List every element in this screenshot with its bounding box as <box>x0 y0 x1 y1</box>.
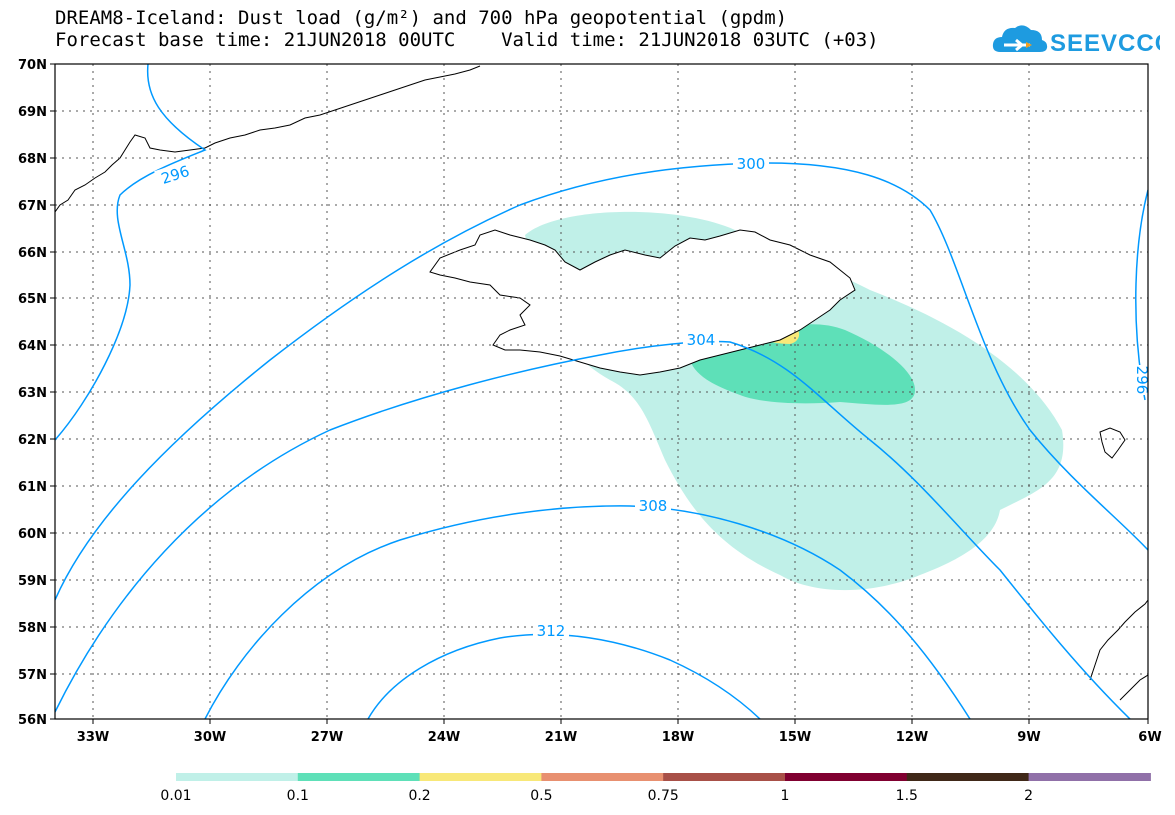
colorbar-label: 1 <box>781 788 790 804</box>
faroe-islands <box>1099 427 1126 459</box>
colorbar: 0.01 0.1 0.2 0.5 0.75 1 1.5 2 <box>160 773 1151 804</box>
colorbar-label: 0.1 <box>287 788 309 804</box>
colorbar-swatch <box>785 773 908 781</box>
lon-label: 12W <box>896 730 928 745</box>
axis-ticks <box>50 63 1149 724</box>
colorbar-label: 0.01 <box>160 788 191 804</box>
colorbar-swatch <box>176 773 299 781</box>
colorbar-swatch <box>419 773 542 781</box>
lat-label: 68N <box>18 152 47 167</box>
contour-308 <box>204 505 971 719</box>
contour-300 <box>55 162 1148 601</box>
graticule <box>55 64 1148 719</box>
colorbar-label: 1.5 <box>896 788 918 804</box>
colorbar-swatch <box>541 773 664 781</box>
map-subtitle: Forecast base time: 21JUN2018 00UTC Vali… <box>55 29 879 51</box>
seevccc-logo: SEEVCCC <box>992 25 1160 57</box>
iceland-coast <box>429 229 856 376</box>
cloud-icon <box>992 25 1048 52</box>
lat-label: 63N <box>18 386 47 401</box>
lat-label: 65N <box>18 292 47 307</box>
contour-label-308: 308 <box>639 497 668 515</box>
contour-label-296-east: 296 <box>1133 366 1151 395</box>
lat-label: 70N <box>18 58 47 73</box>
lon-label: 33W <box>77 730 109 745</box>
lon-label: 18W <box>662 730 694 745</box>
colorbar-label: 0.2 <box>408 788 430 804</box>
lat-label: 57N <box>18 668 47 683</box>
lon-label: 30W <box>194 730 226 745</box>
lat-label: 60N <box>18 527 47 542</box>
colorbar-swatch <box>1028 773 1151 781</box>
latitude-labels: 70N 69N 68N 67N 66N 65N 64N 63N 62N 61N … <box>18 58 47 728</box>
colorbar-swatch <box>663 773 786 781</box>
colorbar-label: 2 <box>1024 788 1033 804</box>
contour-label-300: 300 <box>737 155 766 173</box>
contour-label-312: 312 <box>537 622 566 640</box>
map-title: DREAM8-Iceland: Dust load (g/m²) and 700… <box>55 7 788 29</box>
lat-label: 62N <box>18 433 47 448</box>
lon-label: 15W <box>779 730 811 745</box>
contour-labels: 296 300 304 308 312 296 <box>154 155 1151 640</box>
colorbar-label: 0.5 <box>530 788 552 804</box>
lat-label: 64N <box>18 339 47 354</box>
scotland-coast <box>1089 599 1148 701</box>
colorbar-label: 0.75 <box>648 788 679 804</box>
colorbar-swatch <box>906 773 1030 781</box>
lat-label: 69N <box>18 105 47 120</box>
lat-label: 67N <box>18 199 47 214</box>
contour-296 <box>55 64 207 441</box>
contour-label-296: 296 <box>159 162 192 188</box>
lon-label: 9W <box>1017 730 1040 745</box>
lat-label: 56N <box>18 713 47 728</box>
longitude-labels: 33W 30W 27W 24W 21W 18W 15W 12W 9W 6W <box>77 730 1162 745</box>
contour-312 <box>367 633 761 719</box>
lon-label: 24W <box>428 730 460 745</box>
greenland-coast <box>55 65 481 213</box>
lon-label: 27W <box>311 730 343 745</box>
logo-text: SEEVCCC <box>1050 30 1160 57</box>
lat-label: 66N <box>18 246 47 261</box>
contour-label-304: 304 <box>687 331 716 349</box>
colorbar-swatch <box>297 773 421 781</box>
lat-label: 59N <box>18 574 47 589</box>
lon-label: 21W <box>545 730 577 745</box>
lon-label: 6W <box>1138 730 1161 745</box>
coastlines <box>55 65 1148 701</box>
lat-label: 61N <box>18 480 47 495</box>
lat-label: 58N <box>18 621 47 636</box>
